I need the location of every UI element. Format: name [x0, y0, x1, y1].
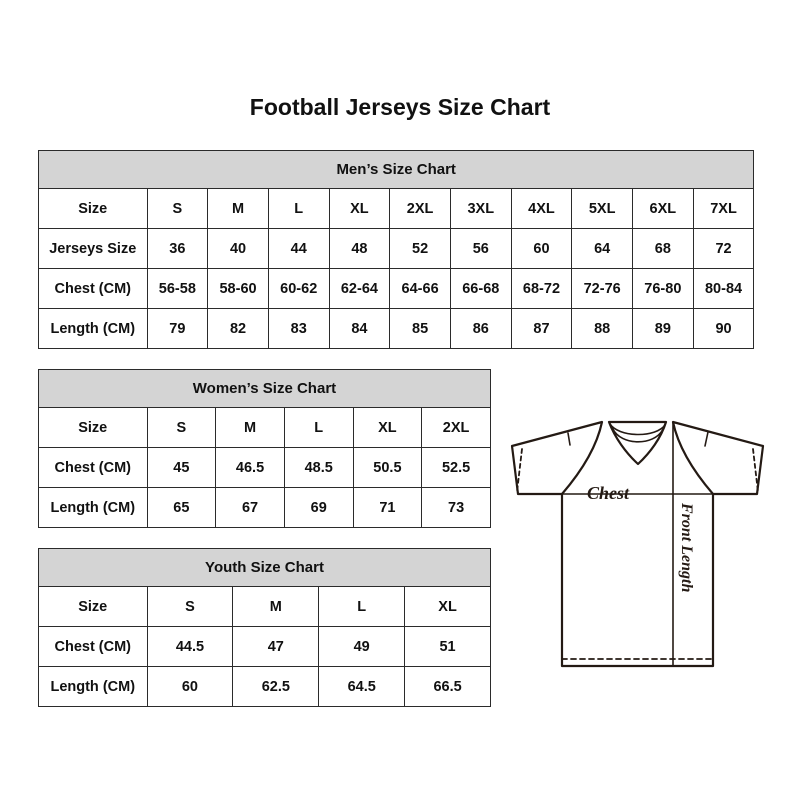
svg-text:Chest: Chest [587, 483, 630, 503]
svg-text:Front Length: Front Length [678, 502, 695, 592]
